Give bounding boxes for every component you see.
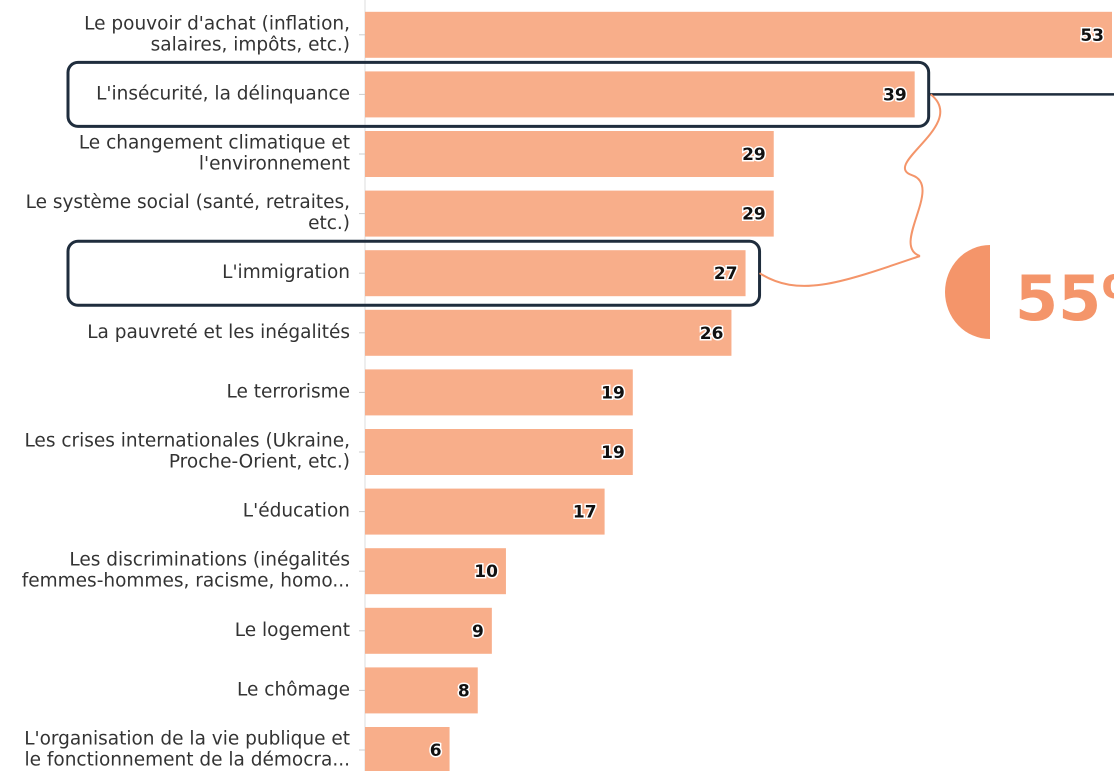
category-label: Proche-Orient, etc.): [169, 452, 350, 473]
connector: [759, 255, 921, 287]
bar: [365, 607, 492, 654]
value-label: 29: [742, 205, 766, 225]
category-label: femmes-hommes, racisme, homo...: [22, 571, 350, 592]
category-label: Le terrorisme: [227, 381, 350, 402]
connector: [903, 93, 942, 257]
bar: [365, 131, 774, 177]
category-label: L'éducation: [243, 501, 350, 522]
category-label: L'insécurité, la délinquance: [96, 83, 350, 104]
category-label: Le changement climatique et: [79, 133, 350, 154]
bar: [365, 429, 633, 475]
category-label: l'environnement: [199, 154, 350, 175]
bar: [365, 727, 450, 771]
category-label: Les discriminations (inégalités: [69, 550, 350, 571]
annotation: 55%: [1015, 262, 1114, 335]
value-label: 19: [601, 383, 625, 403]
value-label: 17: [573, 503, 597, 523]
value-label: 29: [742, 145, 766, 165]
category-label: L'immigration: [222, 262, 350, 283]
category-label: Le chômage: [237, 679, 350, 700]
category-label: La pauvreté et les inégalités: [87, 322, 350, 343]
bar: [365, 250, 746, 297]
category-label: Le logement: [235, 620, 350, 641]
value-label: 26: [700, 324, 724, 344]
category-label: etc.): [308, 213, 350, 234]
value-label: 27: [714, 264, 738, 284]
value-label: 6: [430, 741, 442, 761]
category-label: Le pouvoir d'achat (inflation,: [84, 13, 350, 34]
half-circle: [945, 245, 990, 339]
bar: [365, 309, 732, 356]
value-label: 19: [601, 443, 625, 463]
value-label: 39: [883, 85, 907, 105]
bar: [365, 667, 478, 714]
category-label: Les crises internationales (Ukraine,: [24, 431, 350, 452]
value-label: 53: [1080, 26, 1104, 46]
category-label: salaires, impôts, etc.): [151, 34, 350, 55]
bar: [365, 190, 774, 237]
bar: [365, 11, 1112, 58]
bar: [365, 71, 915, 118]
value-label: 10: [474, 562, 498, 582]
category-label: Le système social (santé, retraites,: [26, 192, 350, 213]
bar: [365, 488, 605, 535]
category-label: L'organisation de la vie publique et: [24, 729, 350, 750]
bar: [365, 548, 506, 595]
bar: [365, 369, 633, 416]
value-label: 8: [458, 681, 470, 701]
value-label: 9: [472, 622, 484, 642]
category-label: le fonctionnement de la démocra...: [24, 750, 350, 771]
